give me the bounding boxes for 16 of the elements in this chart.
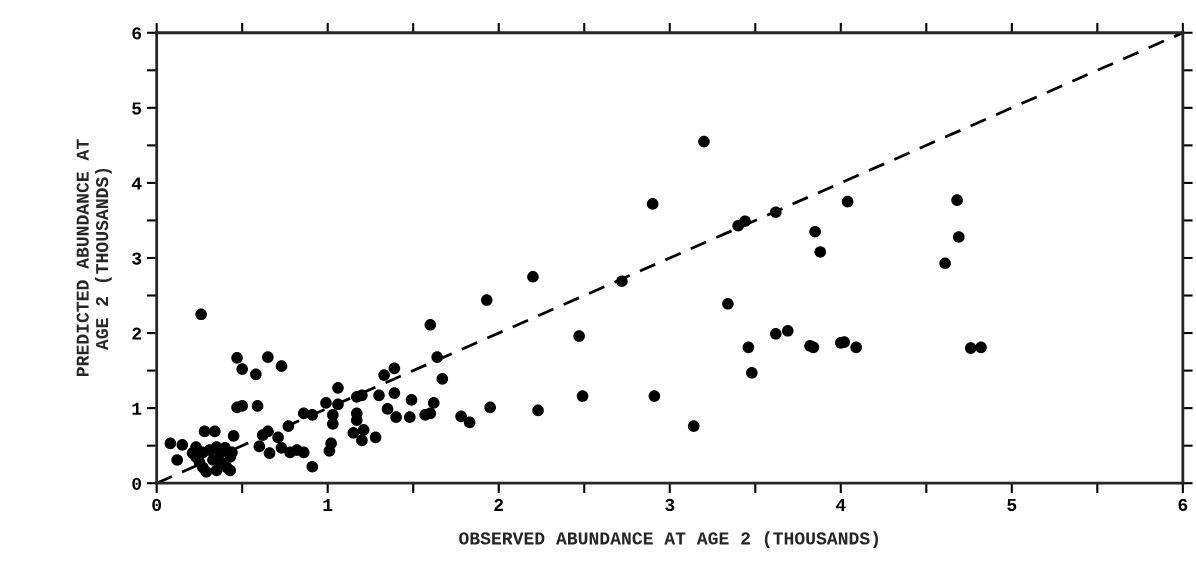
y-tick-label: 5	[132, 102, 142, 115]
x-tick-label: 6	[1178, 498, 1188, 512]
x-axis-title: OBSERVED ABUNDANCE AT AGE 2 (THOUSANDS)	[459, 531, 878, 549]
x-tick-label: 0	[152, 498, 162, 512]
y-axis-title: PREDICTED ABUNDANCE AT AGE 2 (THOUSANDS)	[76, 139, 112, 376]
x-tick-label: 4	[836, 498, 846, 511]
x-tick-label: 5	[1007, 498, 1017, 512]
x-tick-label: 1	[323, 498, 333, 511]
y-tick-label: 1	[132, 402, 142, 415]
y-tick-label: 0	[132, 477, 142, 490]
y-tick-label: 2	[132, 327, 142, 340]
y-tick-label: 6	[132, 27, 142, 40]
y-tick-label: 3	[132, 252, 142, 265]
x-tick-label: 2	[494, 498, 504, 511]
y-tick-label: 4	[131, 177, 142, 190]
x-tick-label: 3	[665, 498, 675, 512]
